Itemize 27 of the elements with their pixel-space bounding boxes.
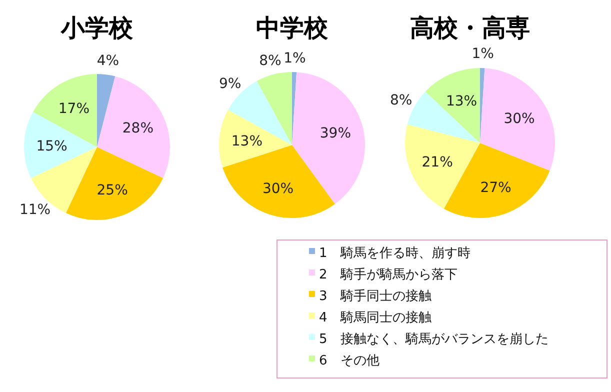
chart-title: 小学校 — [60, 14, 134, 42]
data-label: 17% — [58, 101, 90, 118]
data-label: 21% — [422, 154, 453, 170]
data-label: 9% — [218, 76, 242, 92]
legend-label: 2 騎手が騎馬から落下 — [319, 268, 458, 282]
legend-label: 1 騎馬を作る時、崩す時 — [319, 246, 470, 261]
data-label: 15% — [36, 138, 68, 155]
data-label: 8% — [259, 53, 282, 70]
data-label: 30% — [504, 111, 535, 128]
chart-title: 中学校 — [256, 14, 329, 42]
data-label: 8% — [390, 92, 412, 109]
data-label: 13% — [446, 93, 478, 110]
data-label: 30% — [262, 181, 294, 198]
data-label: 1% — [472, 46, 494, 62]
legend-label: 6 その他 — [319, 354, 380, 368]
data-label: 1% — [284, 50, 306, 66]
data-label: 25% — [96, 182, 128, 199]
data-label: 13% — [231, 134, 263, 150]
data-label: 39% — [320, 125, 352, 142]
data-label: 4% — [96, 53, 120, 70]
data-label: 11% — [19, 202, 51, 218]
legend-label: 3 騎手同士の接触 — [319, 289, 432, 304]
chart-title: 高校・高専 — [410, 14, 530, 42]
data-label: 27% — [480, 180, 512, 196]
legend-label: 5 接触なく、騎馬がバランスを崩した — [319, 332, 548, 347]
data-label: 28% — [122, 120, 154, 137]
legend-label: 4 騎馬同士の接触 — [319, 310, 432, 326]
